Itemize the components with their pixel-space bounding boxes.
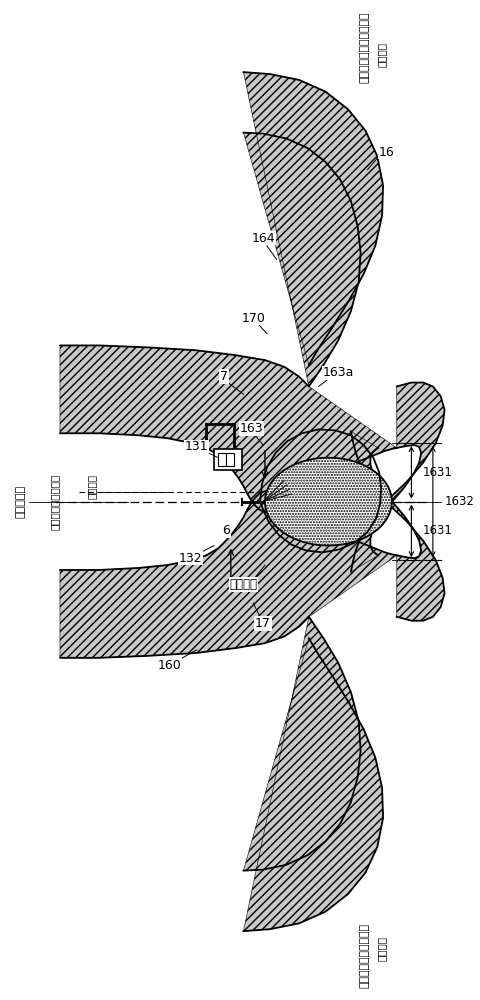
Polygon shape — [60, 345, 397, 512]
Text: 混合气層: 混合气層 — [229, 578, 257, 591]
Text: 163a: 163a — [323, 366, 354, 379]
Text: 160: 160 — [157, 659, 181, 672]
Polygon shape — [60, 491, 397, 658]
Text: 燃料喷射閥的閥軸心: 燃料喷射閥的閥軸心 — [50, 474, 60, 530]
Text: 1632: 1632 — [444, 495, 474, 508]
Text: 163: 163 — [240, 422, 263, 435]
Polygon shape — [351, 431, 444, 621]
Bar — [226, 453, 234, 466]
Text: 17: 17 — [255, 617, 271, 630]
Text: （前側）: （前側） — [377, 936, 387, 961]
Ellipse shape — [265, 458, 392, 546]
Text: 発動机輸出軸的一方向: 発動机輸出軸的一方向 — [360, 923, 370, 988]
Text: 空腔的中心: 空腔的中心 — [16, 485, 26, 518]
Polygon shape — [243, 72, 383, 386]
Bar — [214, 449, 241, 470]
Text: 164: 164 — [251, 232, 275, 245]
Text: 170: 170 — [241, 312, 265, 325]
Text: （后側）: （后側） — [377, 42, 387, 67]
Text: 131: 131 — [185, 440, 208, 453]
Polygon shape — [243, 617, 383, 931]
Bar — [218, 453, 226, 466]
Text: 缸径中心: 缸径中心 — [86, 474, 96, 499]
Text: 132: 132 — [179, 552, 203, 565]
Text: 1631: 1631 — [423, 466, 453, 479]
Polygon shape — [351, 383, 444, 572]
Text: 1631: 1631 — [423, 524, 453, 537]
Text: 7: 7 — [220, 370, 228, 383]
Text: 16: 16 — [379, 146, 395, 159]
Text: 発動机輸出軸的另一方向: 発動机輸出軸的另一方向 — [360, 12, 370, 83]
Text: 6: 6 — [222, 524, 230, 537]
